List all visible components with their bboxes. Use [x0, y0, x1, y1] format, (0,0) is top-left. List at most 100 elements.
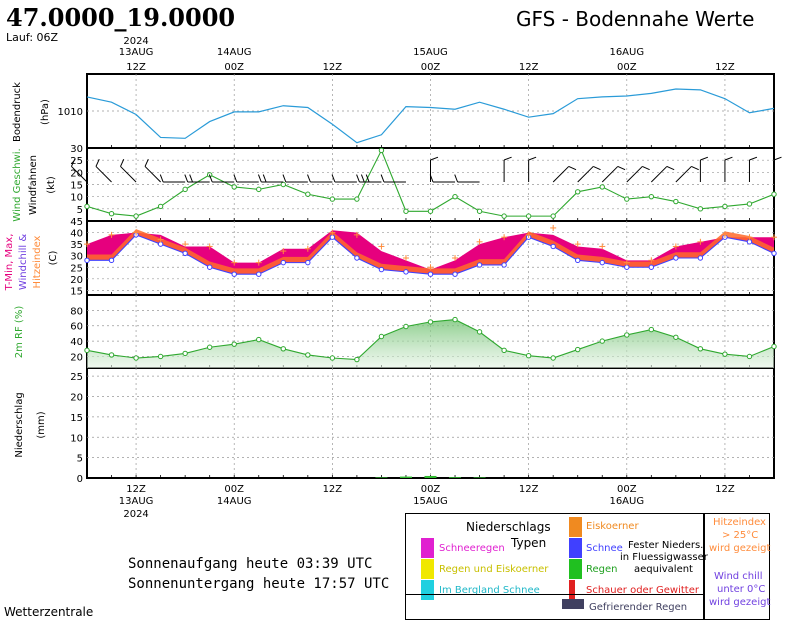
rh-point-24	[673, 334, 679, 340]
rh-point-17	[501, 347, 507, 354]
wind-barb-0	[71, 166, 88, 183]
windchill-note-line1: Wind chill	[714, 571, 763, 582]
rh-point-18	[525, 353, 532, 359]
wind-point-19	[550, 213, 556, 219]
sunrise-text: Sonnenaufgang heute 03:39 UTC	[128, 556, 373, 572]
temp-min-point-27	[746, 239, 753, 245]
rh-point-23	[648, 326, 655, 333]
wind-barb-1	[95, 166, 112, 183]
legend-swatch-regen-eiskoerner	[421, 559, 434, 579]
wind-barb-feather-19-0	[568, 165, 577, 171]
temp-tick-label-5: 20	[70, 275, 83, 286]
wind-point-18	[525, 213, 532, 219]
temp-min-point-19	[550, 243, 556, 250]
wind-unit: (kt)	[46, 176, 57, 194]
wind-ylabel-speed: Wind Geschwi.	[12, 148, 23, 221]
wind-point-1	[108, 211, 115, 217]
wind-barb-feather-27-0	[749, 156, 758, 161]
bottom-date-label-1: 14AUG	[217, 496, 252, 507]
windchill-note-line2: unter 0°C	[717, 584, 766, 595]
wind-barb-feather-28-0	[773, 156, 782, 161]
wind-barb-feather-5-1	[189, 174, 193, 183]
precip-type-legend: Niederschlags Typen Schneeregen Regen un…	[405, 513, 708, 620]
temp-min-point-8	[280, 259, 286, 266]
wind-point-6	[231, 184, 237, 190]
wind-point-28	[771, 191, 777, 197]
legend-divider	[406, 594, 703, 595]
precip-tick-label-3: 10	[70, 433, 83, 444]
wind-barb-3	[144, 166, 161, 183]
wind-point-10	[329, 196, 336, 202]
wind-barb-feather-12-2	[365, 174, 370, 183]
temp-min-point-4	[182, 250, 188, 257]
bottom-time-label-2: 12Z	[323, 484, 343, 495]
temp-tick-label-3: 30	[70, 252, 83, 263]
wind-barb-feather-14-0	[430, 156, 439, 161]
temp-min-point-22	[624, 264, 630, 270]
wind-barb-feather-2-0	[120, 158, 125, 167]
wind-barb-feather-8-0	[257, 174, 262, 183]
legend-note-line3: aequivalent	[634, 564, 693, 575]
wind-barb-feather-0-0	[70, 158, 76, 167]
legend-label-schneeregen: Schneeregen	[439, 543, 505, 554]
legend-title: Niederschlags	[466, 520, 551, 534]
precip-tick-label-0: 25	[70, 372, 83, 383]
location-coordinates: 47.0000_19.0000	[6, 3, 236, 32]
rh-point-11	[354, 356, 360, 363]
temp-min-point-13	[403, 269, 409, 275]
heatindex-note-line1: Hitzeindex	[713, 517, 766, 528]
temp-min-point-5	[206, 264, 213, 270]
temp-min-point-16	[476, 262, 483, 268]
temp-min-point-7	[256, 271, 262, 277]
wind-barb-feather-3-0	[144, 158, 149, 167]
precip-bar-0	[375, 477, 388, 478]
legend-label-schauer: Schauer oder Gewitter	[586, 585, 699, 596]
rh-point-21	[599, 338, 605, 344]
wind-barb-feather-22-0	[642, 165, 650, 171]
wind-barb-feather-5-0	[184, 174, 189, 183]
rh-tick-label-1: 60	[70, 322, 83, 333]
wind-point-11	[354, 196, 360, 202]
precip-bar-2	[424, 475, 437, 478]
wind-barb-feather-10-0	[307, 174, 311, 183]
wind-barb-feather-11-0	[331, 174, 336, 183]
wind-tick-label-1: 25	[70, 156, 83, 167]
rh-point-9	[305, 352, 311, 358]
legend-swatch-gefrierender-regen	[562, 599, 584, 609]
wind-barb-feather-16-0	[454, 174, 459, 183]
top-time-label-4: 12Z	[519, 62, 539, 73]
wind-barb-24	[675, 166, 692, 183]
top-time-label-1: 00Z	[224, 62, 244, 73]
temp-min-point-25	[697, 255, 704, 261]
legend-note-line1: Fester Nieders.	[628, 540, 704, 551]
rh-point-0	[84, 347, 90, 354]
rh-point-7	[256, 336, 262, 343]
rh-point-2	[133, 355, 139, 361]
wind-tick-label-5: 5	[77, 205, 83, 216]
bottom-year-label-0: 2024	[123, 509, 148, 520]
temp-tick-label-2: 35	[70, 240, 83, 251]
precip-tick-label-2: 15	[70, 413, 83, 424]
precip-ylabel: Niederschlag	[14, 392, 25, 457]
wind-tick-label-4: 10	[70, 193, 83, 204]
legend-label-bergland-schnee: Im Bergland Schnee	[439, 585, 540, 596]
temp-min-point-14	[427, 271, 434, 277]
wind-barb-feather-17-0	[503, 156, 512, 161]
legend-swatch-schneeregen	[421, 538, 434, 558]
wind-barb-feather-9-0	[282, 174, 287, 183]
temp-min-point-15	[452, 271, 458, 277]
wind-point-13	[403, 208, 409, 214]
wind-point-22	[624, 196, 630, 202]
rh-point-14	[427, 319, 434, 325]
wind-barb-feather-26-0	[724, 156, 733, 161]
wind-point-21	[599, 184, 605, 190]
top-date-label-1: 14AUG	[217, 47, 252, 58]
wind-point-7	[256, 186, 262, 193]
rh-point-22	[624, 332, 630, 338]
top-time-label-5: 00Z	[617, 62, 637, 73]
wind-barb-feather-7-0	[233, 174, 238, 183]
wind-barb-feather-23-0	[666, 165, 675, 171]
top-date-label-0: 13AUG	[119, 47, 154, 58]
wind-barb-feather-18-0	[528, 156, 537, 161]
heatindex-note-line2: > 25°C	[722, 530, 759, 541]
